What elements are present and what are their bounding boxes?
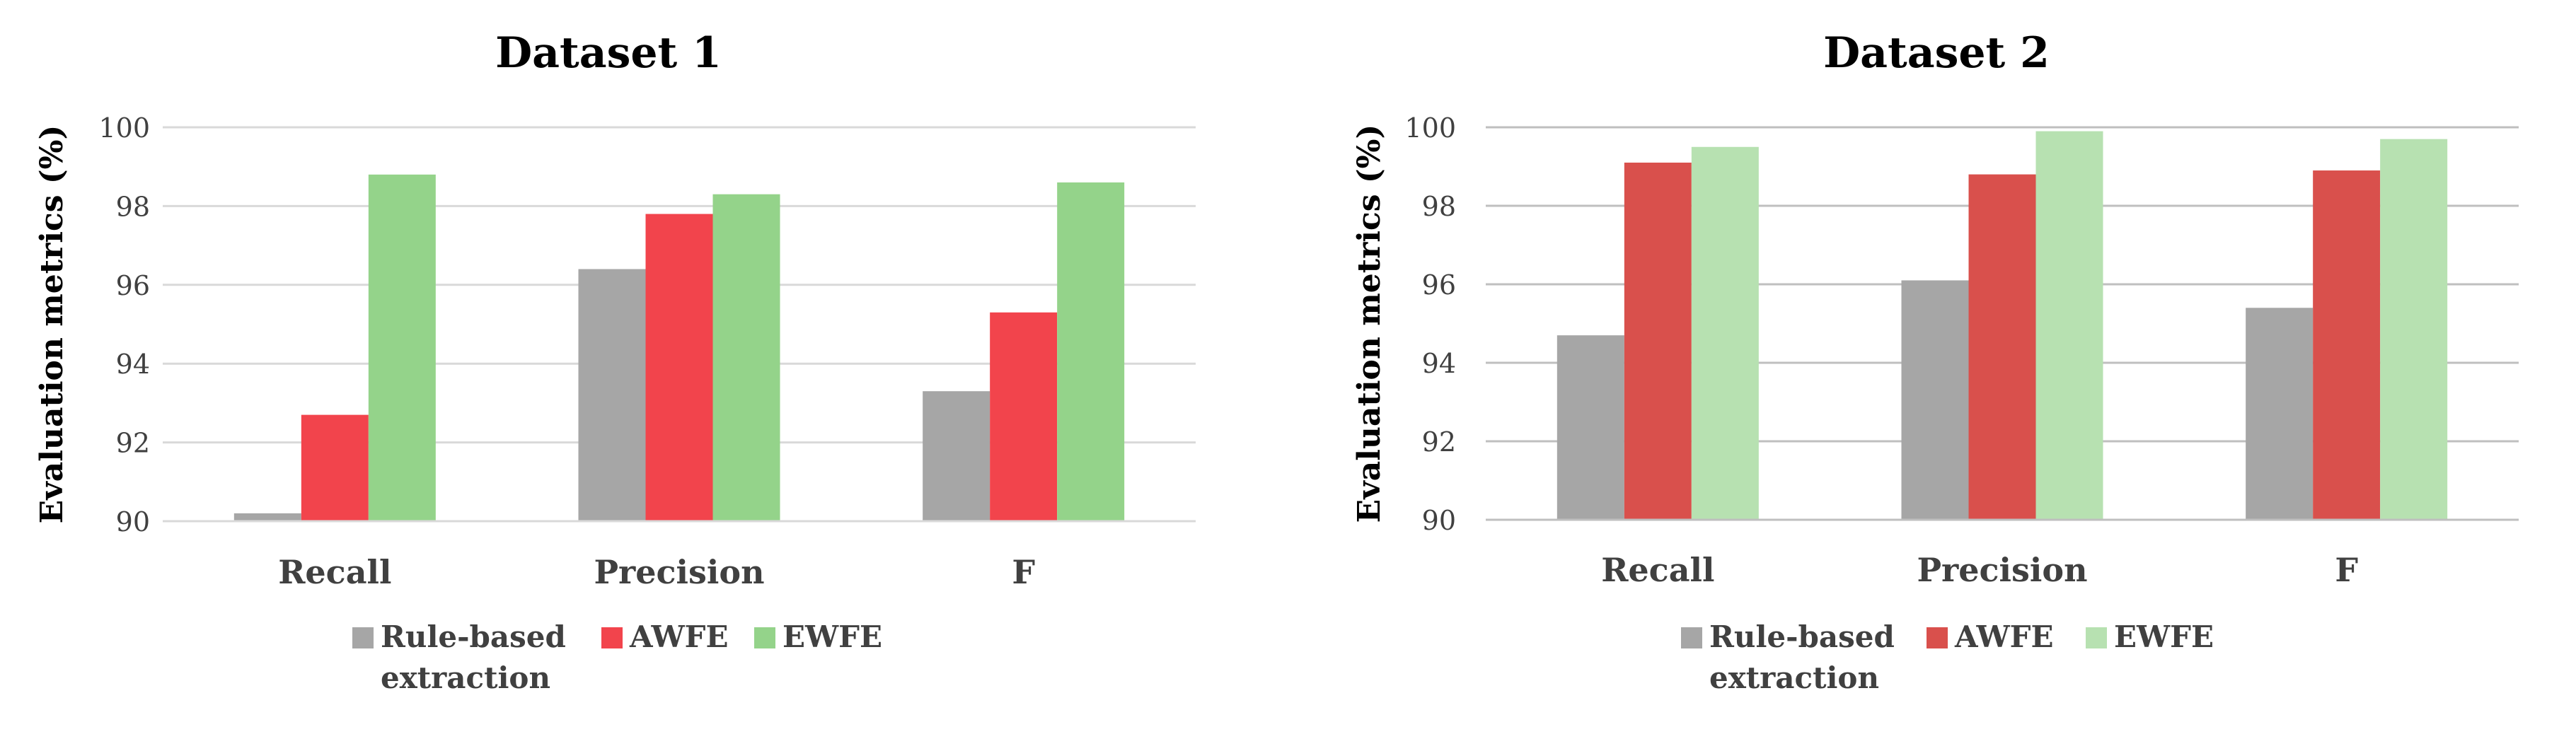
legend-swatch (1681, 627, 1702, 648)
chart-1: Dataset 1 Evaluation metrics (%) 90 92 94 96 9… (34, 28, 1196, 695)
legend-swatch (754, 627, 775, 648)
y-tick-label: 92 (116, 428, 150, 459)
x-tick-label: Precision (594, 553, 764, 591)
legend-swatch (2086, 627, 2107, 648)
y-tick-label: 100 (1404, 112, 1456, 144)
y-tick-label: 100 (98, 112, 150, 144)
legend-label: EWFE (782, 619, 882, 654)
y-tick-label: 98 (1422, 191, 1456, 222)
bar-rule-based-extraction-precision (578, 269, 646, 521)
y-axis-label: Evaluation metrics (%) (34, 125, 70, 524)
legend-label: EWFE (2114, 619, 2214, 654)
legend-swatch (601, 627, 623, 648)
bar-rule-based-extraction-f (923, 391, 990, 521)
chart-2: Dataset 2 Evaluation metrics (%) 90 92 94 96 9… (1351, 28, 2519, 695)
legend-label: Rule-based extraction (1709, 619, 1895, 695)
bar-awfe-precision (1968, 174, 2036, 520)
y-tick-label: 98 (116, 191, 150, 222)
y-axis-label: Evaluation metrics (%) (1351, 124, 1387, 523)
bar-awfe-recall (1624, 162, 1692, 520)
chart-title: Dataset 1 (495, 28, 722, 78)
x-tick-label: F (1012, 553, 1035, 591)
y-tick-label: 96 (116, 270, 150, 301)
legend-swatch (352, 627, 374, 648)
x-tick-label: Precision (1917, 551, 2087, 589)
bar-ewfe-precision (2035, 131, 2103, 520)
bar-ewfe-precision (712, 194, 780, 521)
bar-awfe-f (990, 312, 1058, 521)
x-tick-label: Recall (1601, 551, 1714, 589)
bar-ewfe-recall (1691, 146, 1759, 520)
x-tick-label: Recall (278, 553, 391, 591)
y-tick-label: 90 (1422, 505, 1456, 536)
y-tick-label: 96 (1422, 269, 1456, 301)
bar-awfe-precision (645, 214, 713, 521)
legend-swatch (1927, 627, 1948, 648)
chart-title: Dataset 2 (1823, 28, 2050, 78)
bar-awfe-f (2313, 170, 2381, 520)
bar-rule-based-extraction-recall (1556, 335, 1624, 520)
legend-label: AWFE (629, 619, 729, 654)
bar-rule-based-extraction-precision (1901, 280, 1969, 520)
y-tick-label: 92 (1422, 426, 1456, 458)
legend-label: AWFE (1954, 619, 2054, 654)
y-tick-label: 90 (116, 506, 150, 537)
x-tick-label: F (2335, 551, 2358, 589)
y-tick-label: 94 (1422, 348, 1456, 379)
bar-awfe-recall (301, 414, 369, 521)
bar-rule-based-extraction-f (2246, 308, 2314, 520)
bar-rule-based-extraction-recall (233, 513, 301, 521)
bar-ewfe-recall (368, 174, 436, 521)
bar-ewfe-f (1057, 182, 1125, 521)
legend-label: Rule-based extraction (381, 619, 566, 695)
bar-ewfe-f (2380, 139, 2448, 520)
y-tick-label: 94 (116, 349, 150, 380)
